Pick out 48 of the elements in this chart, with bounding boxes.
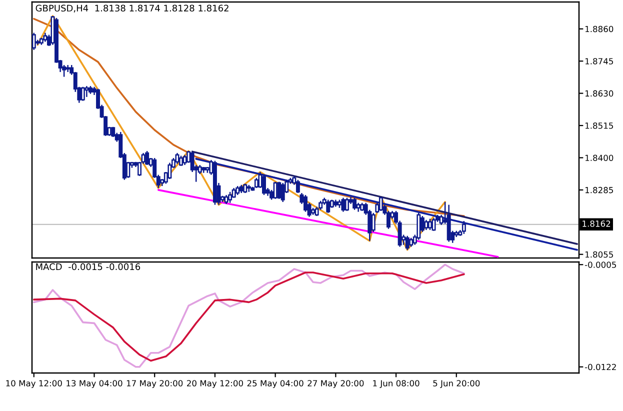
y-tick-label: 1.8630: [585, 90, 614, 97]
x-tick-label: 17 May 20:00: [126, 380, 183, 388]
y-tick-label: -0.0122: [584, 364, 616, 370]
chart-title: MACD -0.0015 -0.0016: [36, 263, 140, 270]
candlestick: [175, 152, 180, 165]
candlestick: [378, 196, 383, 212]
candlestick: [62, 64, 66, 78]
candlestick: [273, 181, 278, 200]
candlestick: [243, 183, 248, 194]
x-tick-label: 27 May 20:00: [308, 380, 364, 388]
candlestick: [32, 32, 36, 51]
candlestick: [84, 85, 89, 98]
candlestick: [262, 174, 266, 196]
x-tick-label: 25 May 04:00: [247, 380, 304, 388]
y-tick-label: 1.8745: [585, 58, 613, 64]
candlestick: [462, 220, 466, 235]
candlestick: [182, 154, 187, 166]
x-tick-label: 10 May 12:00: [6, 380, 62, 388]
candlestick: [345, 197, 349, 212]
x-tick-label: 5 Jun 20:00: [433, 380, 480, 388]
candlestick: [341, 197, 346, 212]
y-tick-label: 1.8400: [585, 154, 614, 162]
x-tick-label: 1 Jun 08:00: [373, 380, 420, 388]
x-tick-label: 20 May 12:00: [187, 380, 243, 388]
candlestick: [296, 179, 300, 194]
line-series: [32, 18, 465, 217]
candlestick: [352, 197, 357, 210]
y-tick-label: 1.8285: [585, 186, 613, 194]
candlestick: [145, 150, 150, 166]
candlestick: [405, 235, 410, 250]
chart-title: GBPUSD,H4 1.8138 1.8174 1.8128 1.8162: [36, 4, 228, 12]
y-tick-label: 1.8055: [585, 251, 613, 258]
y-tick-label: 1.8860: [585, 26, 614, 32]
candlestick: [428, 218, 432, 231]
candlestick: [179, 155, 183, 166]
ref-line-label: 1.8162: [582, 220, 610, 227]
candlestick: [326, 199, 330, 214]
candlestick: [277, 181, 282, 200]
candlestick: [80, 86, 85, 102]
candlestick: [228, 191, 232, 204]
candlestick: [280, 182, 285, 203]
candlestick: [168, 162, 172, 180]
candlestick: [254, 177, 258, 189]
line-series: [36, 15, 446, 251]
y-tick-label: 1.8515: [585, 122, 613, 129]
y-tick-label: -0.0005: [584, 262, 616, 268]
candlestick: [424, 219, 428, 231]
x-tick-label: 13 May 04:00: [66, 380, 122, 388]
